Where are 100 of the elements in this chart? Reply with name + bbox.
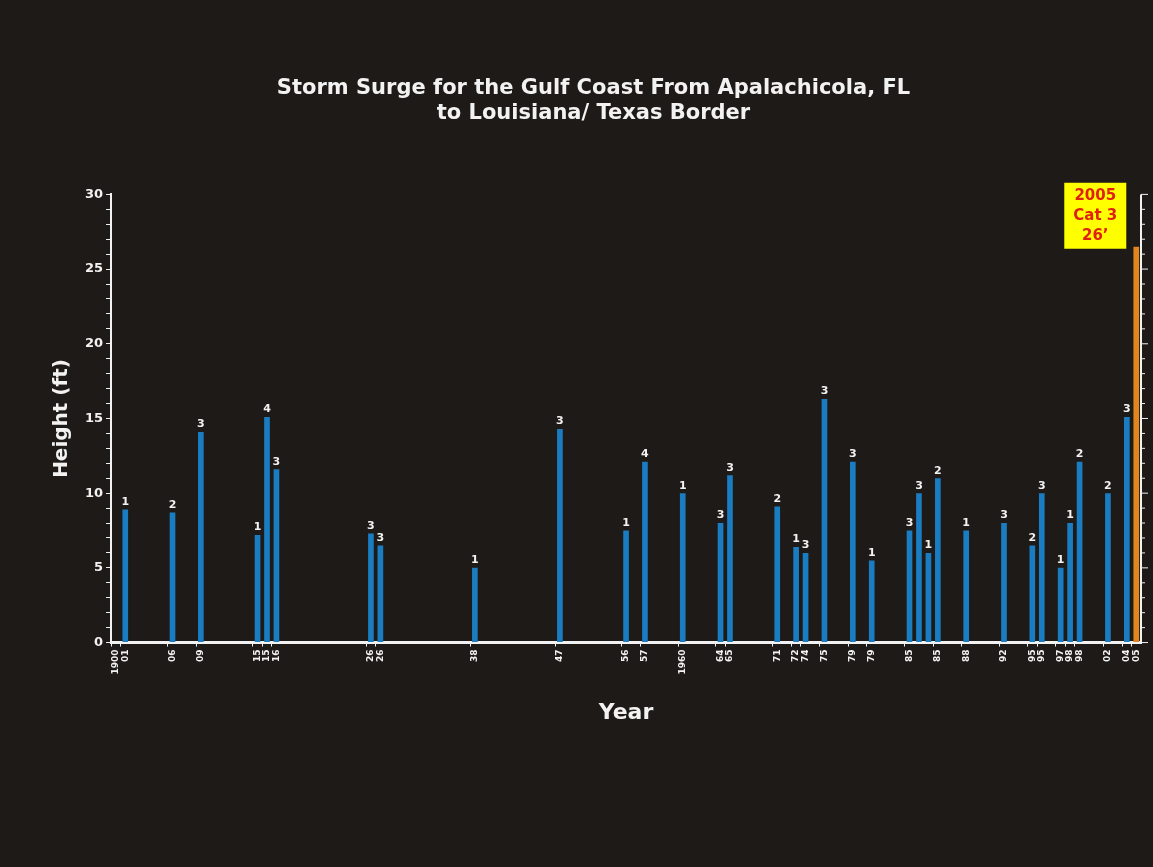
bar (623, 530, 629, 643)
x-tick-label: 1900 (110, 649, 121, 675)
bar (1105, 493, 1111, 643)
annotation: 2 (1104, 478, 1112, 492)
bar (774, 506, 781, 643)
bar (916, 493, 922, 643)
bar (849, 461, 856, 643)
bar (472, 567, 478, 643)
annotation: 1 (121, 494, 130, 508)
x-tick-label: 47 (554, 649, 565, 663)
annotation: 2 (934, 463, 942, 477)
bar (793, 546, 799, 643)
y-tick-label: 0 (94, 633, 104, 649)
annotation: 3 (820, 384, 829, 398)
bar (1038, 493, 1045, 643)
x-tick-label: 64 (714, 649, 725, 663)
annotation: 3 (905, 515, 914, 529)
x-tick-label: 97 (1055, 649, 1066, 663)
bar (1133, 246, 1140, 643)
annotation: 2 (168, 497, 177, 511)
bar (642, 461, 648, 643)
y-tick-label: 20 (85, 335, 104, 351)
annotation: 1 (792, 532, 800, 546)
x-tick-label: 92 (998, 649, 1009, 663)
y-tick-label: 15 (85, 409, 104, 425)
x-tick-label: 15 (251, 649, 262, 663)
x-tick-label: 26 (374, 649, 385, 663)
x-axis-title: Year (597, 698, 654, 724)
x-tick-label: 98 (1073, 649, 1084, 663)
annotation: 3 (556, 414, 564, 428)
annotation: 2005 Cat 3 26’ (1073, 185, 1118, 244)
x-tick-label: 05 (1130, 649, 1141, 663)
x-tick-label: 01 (119, 649, 130, 663)
x-tick-label: 57 (639, 649, 650, 663)
x-tick-label: 75 (818, 649, 829, 663)
annotation: 3 (197, 417, 205, 431)
x-tick-label: 74 (799, 649, 810, 663)
bar (557, 428, 563, 643)
x-tick-label: 95 (1026, 649, 1037, 663)
x-tick-label: 16 (270, 649, 281, 663)
annotation: 3 (716, 508, 725, 522)
annotation: 3 (915, 478, 923, 492)
annotation: 4 (263, 402, 272, 416)
x-tick-label: 38 (469, 649, 480, 663)
x-tick-label: 79 (866, 649, 877, 663)
bar (1057, 567, 1064, 643)
x-tick-label: 71 (771, 649, 782, 663)
bar (264, 416, 270, 643)
bar (963, 530, 970, 643)
x-tick-label: 09 (195, 649, 206, 663)
annotation: 1 (471, 553, 479, 567)
annotation: 1 (1066, 508, 1074, 522)
annotation: 1 (1056, 553, 1065, 567)
y-tick-label: 5 (94, 559, 104, 575)
y-axis-title: Height (ft) (48, 359, 73, 478)
x-tick-label: 95 (1036, 649, 1047, 663)
x-tick-label: 26 (365, 649, 376, 663)
x-tick-label: 72 (790, 649, 801, 663)
annotation: 3 (367, 518, 375, 532)
annotation: 3 (1123, 402, 1131, 416)
annotation: 1 (867, 545, 876, 559)
annotation: 3 (376, 530, 385, 544)
bar (1123, 416, 1130, 643)
annotation: 2 (773, 491, 782, 505)
bar (679, 493, 686, 643)
x-tick-label: 56 (620, 649, 631, 663)
chart-title: Storm Surge for the Gulf Coast From Apalachicola, FL to Louisiana/ Texas Border (276, 75, 911, 125)
bar (1067, 523, 1073, 643)
x-tick-label: 1960 (677, 649, 688, 675)
x-tick-label: 65 (724, 649, 735, 663)
bar (1001, 523, 1007, 643)
bar (368, 533, 374, 643)
annotation: 2 (1028, 530, 1037, 544)
x-tick-label: 15 (261, 649, 272, 663)
annotation: 1 (622, 515, 630, 529)
annotation: 4 (641, 447, 650, 461)
bar (868, 560, 875, 643)
annotation: 2 (1075, 447, 1084, 461)
x-tick-label: 98 (1064, 649, 1075, 663)
annotation: 1 (678, 478, 687, 492)
annotation: 1 (924, 538, 933, 552)
annotation: 3 (801, 538, 810, 552)
y-tick-label: 25 (85, 260, 104, 276)
x-tick-label: 88 (960, 649, 971, 663)
x-tick-label: 79 (847, 649, 858, 663)
bar (122, 509, 129, 643)
y-tick-label: 30 (85, 185, 104, 201)
y-tick-label: 10 (85, 484, 104, 500)
annotation: 1 (962, 515, 971, 529)
annotation: 3 (1000, 508, 1008, 522)
annotation: 3 (726, 460, 734, 474)
annotation: 3 (272, 454, 281, 468)
x-tick-label: 85 (903, 649, 914, 663)
bar (935, 478, 941, 643)
annotation: 3 (1037, 478, 1046, 492)
x-tick-label: 06 (166, 649, 177, 663)
x-tick-label: 04 (1121, 649, 1132, 663)
x-tick-label: 85 (932, 649, 943, 663)
bar (727, 475, 733, 643)
annotation: 3 (848, 447, 857, 461)
